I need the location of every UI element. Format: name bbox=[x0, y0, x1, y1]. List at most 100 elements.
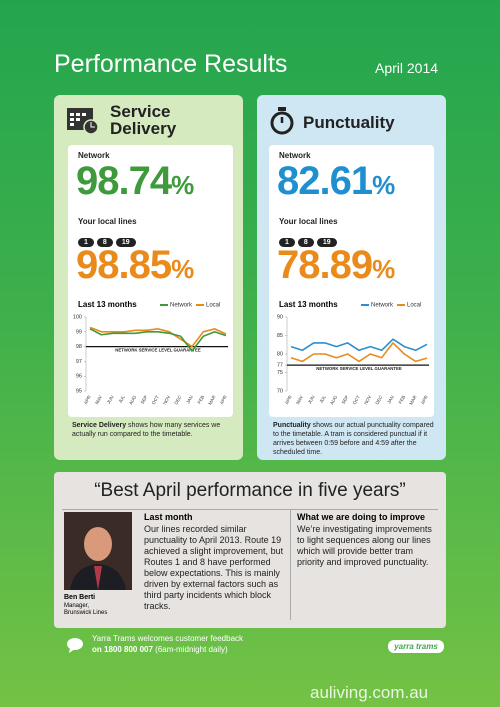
chart-title: Last 13 months bbox=[279, 300, 338, 309]
section-text: Our lines recorded similar punctuality t… bbox=[144, 524, 284, 611]
calendar-icon bbox=[67, 108, 99, 135]
x-tick-label: APR bbox=[83, 394, 92, 405]
feedback: on 1800 800 007 (6am-midnight daily) bbox=[92, 645, 228, 654]
y-tick-label: 95 bbox=[76, 388, 82, 394]
route-chip: 8 bbox=[297, 238, 314, 247]
note-text: shows our actual punctuality compared to… bbox=[273, 422, 434, 456]
y-tick-label: 77 bbox=[277, 363, 283, 369]
route-chip: 1 bbox=[78, 238, 94, 247]
x-tick-label: MAY bbox=[94, 395, 103, 406]
x-tick-label: JUL bbox=[319, 394, 328, 404]
x-tick-label: APR bbox=[284, 394, 293, 405]
divider bbox=[290, 510, 291, 620]
x-tick-label: MAR bbox=[207, 394, 217, 406]
stats-box: Network 98.74% Your local lines 1 8 19 98.… bbox=[68, 145, 233, 417]
panel-title: Delivery bbox=[110, 119, 177, 138]
local-value: 98.85 bbox=[76, 243, 172, 287]
y-tick-label: 98 bbox=[76, 344, 82, 350]
y-tick-label: 80 bbox=[277, 351, 283, 357]
person-name: Ben Berti bbox=[64, 594, 96, 601]
x-tick-label: MAR bbox=[408, 394, 418, 406]
y-tick-label: 96 bbox=[76, 374, 82, 380]
y-tick-label: 85 bbox=[277, 333, 283, 339]
x-tick-label: JAN bbox=[185, 395, 194, 405]
legend-label: Network bbox=[170, 303, 193, 309]
date: April 2014 bbox=[375, 60, 439, 76]
person-role: Manager, bbox=[64, 603, 90, 609]
note: Service Delivery shows how many services… bbox=[72, 421, 237, 439]
x-tick-label: JUL bbox=[118, 394, 127, 404]
y-tick-label: 99 bbox=[76, 329, 82, 335]
logo: yarra trams bbox=[388, 640, 444, 653]
series-line bbox=[89, 328, 227, 352]
route-chip: 8 bbox=[96, 238, 113, 247]
x-tick-label: SEP bbox=[341, 395, 350, 405]
note-text: shows how many services we actually run … bbox=[72, 422, 221, 438]
service-panel: Service Delivery Network 98.74% Your loc… bbox=[54, 95, 243, 460]
unit: % bbox=[372, 170, 395, 200]
network-label: Network bbox=[78, 151, 110, 160]
note-bold: Service Delivery bbox=[72, 422, 127, 429]
person-role: Brunswick Lines bbox=[64, 610, 108, 616]
route-chip: 19 bbox=[115, 238, 136, 247]
local-label: Your local lines bbox=[279, 217, 338, 226]
quote-panel: “Best April performance in five years” B… bbox=[54, 472, 446, 628]
stopwatch-icon bbox=[270, 107, 294, 135]
divider bbox=[62, 509, 438, 510]
x-tick-label: AUG bbox=[329, 394, 338, 405]
y-tick-label: 90 bbox=[277, 314, 283, 320]
note: Punctuality shows our actual punctuality… bbox=[273, 421, 441, 457]
chart-title: Last 13 months bbox=[78, 300, 137, 309]
section-text: We’re investigating improvements to ligh… bbox=[297, 524, 432, 567]
y-tick-label: 97 bbox=[76, 359, 82, 365]
series-line bbox=[290, 338, 428, 352]
unit: % bbox=[171, 170, 194, 200]
y-tick-label: 70 bbox=[277, 388, 283, 394]
x-tick-label: SEP bbox=[140, 395, 149, 405]
guarantee-label: NETWORK SERVICE LEVEL GUARANTEE bbox=[316, 366, 402, 371]
x-tick-label: MAY bbox=[295, 395, 304, 406]
guarantee-label: NETWORK SERVICE LEVEL GUARANTEE bbox=[115, 348, 201, 353]
x-tick-label: DEC bbox=[173, 394, 182, 405]
route-chip: 1 bbox=[279, 238, 295, 247]
panel-title: Service bbox=[110, 102, 171, 121]
x-tick-label: NOV bbox=[363, 395, 372, 406]
x-tick-label: FEB bbox=[197, 395, 206, 405]
x-tick-label: JUN bbox=[307, 395, 316, 405]
page-title: Performance Results bbox=[54, 50, 288, 78]
x-tick-label: OCT bbox=[352, 394, 361, 405]
x-tick-label: OCT bbox=[151, 394, 160, 405]
legend-label: Local bbox=[206, 303, 220, 309]
y-tick-label: 100 bbox=[73, 314, 82, 320]
section-title: What we are doing to improve bbox=[297, 512, 426, 522]
network-value: 98.74 bbox=[76, 159, 172, 203]
feedback: Yarra Trams welcomes customer feedback bbox=[92, 634, 244, 643]
punctuality-panel: Punctuality Network 82.61% Your local li… bbox=[257, 95, 446, 460]
unit: % bbox=[372, 254, 395, 284]
local-value: 78.89 bbox=[277, 243, 373, 287]
chart: Last 13 months Network Local 95 96 97 98 99 100 A… bbox=[73, 300, 228, 406]
legend-label: Local bbox=[407, 303, 421, 309]
x-tick-label: AUG bbox=[128, 394, 137, 405]
phone: on 1800 800 007 bbox=[92, 645, 153, 654]
series-line bbox=[89, 326, 227, 348]
series-line bbox=[290, 342, 428, 363]
note-bold: Punctuality bbox=[273, 422, 311, 429]
headline: “Best April performance in five years” bbox=[94, 480, 406, 501]
x-tick-label: NOV bbox=[162, 395, 171, 406]
x-tick-label: JUN bbox=[106, 395, 115, 405]
watermark: auliving.com.au bbox=[310, 683, 429, 702]
local-label: Your local lines bbox=[78, 217, 137, 226]
x-tick-label: DEC bbox=[374, 394, 383, 405]
unit: % bbox=[171, 254, 194, 284]
feedback-icon bbox=[67, 638, 83, 653]
x-tick-label: APR bbox=[420, 394, 429, 405]
x-tick-label: JAN bbox=[386, 395, 395, 405]
x-tick-label: FEB bbox=[398, 395, 407, 405]
legend-label: Network bbox=[371, 303, 394, 309]
y-tick-label: 75 bbox=[277, 370, 283, 376]
hours: (6am-midnight daily) bbox=[152, 645, 228, 654]
network-label: Network bbox=[279, 151, 311, 160]
